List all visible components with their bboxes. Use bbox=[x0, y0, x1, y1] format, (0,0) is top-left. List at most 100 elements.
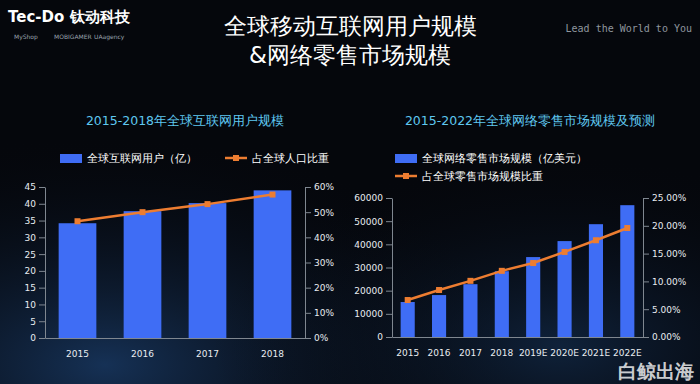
tick: 50000 bbox=[354, 217, 392, 227]
tick-label: 40% bbox=[314, 233, 334, 243]
marker bbox=[530, 260, 536, 266]
tick-mark bbox=[39, 221, 45, 222]
tick: 0 bbox=[377, 332, 392, 342]
tick: 2018 bbox=[490, 337, 513, 358]
tick-mark bbox=[305, 288, 311, 289]
tick-label: 60% bbox=[314, 182, 334, 192]
tick-mark bbox=[595, 337, 596, 343]
watermark: 白鲸出海 bbox=[618, 360, 694, 382]
tick-mark bbox=[305, 187, 311, 188]
legend-swatch bbox=[60, 154, 82, 163]
marker bbox=[593, 237, 599, 243]
bar bbox=[124, 211, 162, 338]
tick-mark bbox=[386, 314, 392, 315]
tick-mark bbox=[386, 244, 392, 245]
marker bbox=[562, 249, 568, 255]
legend-marker bbox=[403, 173, 409, 179]
tick-label: 10000 bbox=[354, 309, 383, 319]
tick: 30% bbox=[305, 258, 334, 268]
tick-label: 15 bbox=[25, 283, 36, 293]
tick: 0 bbox=[30, 333, 45, 343]
bar bbox=[526, 257, 540, 337]
tick: 2018 bbox=[261, 338, 284, 359]
tick-mark bbox=[39, 304, 45, 305]
tick-mark bbox=[627, 337, 628, 343]
bar bbox=[620, 205, 634, 337]
chart-root: Tec-Do 钛动科技MyShopMOBIGAMERUAagency全球移动互联… bbox=[0, 0, 700, 384]
tick-mark bbox=[39, 271, 45, 272]
tick-label: 0 bbox=[377, 332, 383, 342]
tick-label: 2019E bbox=[519, 348, 548, 358]
tick-label: 5 bbox=[30, 317, 36, 327]
tick-label: 2015 bbox=[66, 349, 89, 359]
line bbox=[78, 195, 273, 222]
tick-label: 10% bbox=[314, 308, 334, 318]
bar bbox=[401, 302, 415, 337]
tick: 20.00% bbox=[643, 221, 687, 231]
marker bbox=[499, 268, 505, 274]
tick: 10.00% bbox=[643, 277, 687, 287]
tick-label: 20.00% bbox=[652, 221, 687, 231]
marker bbox=[467, 278, 473, 284]
tick-mark bbox=[643, 226, 649, 227]
tick-label: 10.00% bbox=[652, 277, 687, 287]
tick: 20 bbox=[25, 266, 45, 276]
tick: 2015 bbox=[66, 338, 89, 359]
legend-item: 全球互联网用户（亿） bbox=[60, 152, 197, 164]
legend-label: 全球互联网用户（亿） bbox=[87, 152, 197, 164]
tick: 45 bbox=[25, 182, 45, 192]
tick: 20% bbox=[305, 283, 334, 293]
tick-label: 2021E bbox=[582, 348, 611, 358]
legend-item: 占全球零售市场规模比重 bbox=[395, 170, 543, 182]
tick-label: 50% bbox=[314, 208, 334, 218]
tick: 10 bbox=[25, 300, 45, 310]
tick: 20000 bbox=[354, 286, 392, 296]
tick-label: 2017 bbox=[196, 349, 219, 359]
tick-mark bbox=[77, 338, 78, 344]
tick: 50% bbox=[305, 208, 334, 218]
tick-mark bbox=[533, 337, 534, 343]
tick-label: 35 bbox=[25, 216, 36, 226]
tick-label: 2016 bbox=[131, 349, 154, 359]
tick-mark bbox=[386, 291, 392, 292]
bar bbox=[59, 223, 97, 338]
tick-mark bbox=[386, 337, 392, 338]
plot-area bbox=[59, 190, 292, 338]
tick-mark bbox=[305, 313, 311, 314]
tick: 40 bbox=[25, 199, 45, 209]
tick: 25.00% bbox=[643, 193, 687, 203]
legend-item: 全球网络零售市场规模（亿美元） bbox=[395, 152, 587, 164]
chart: 2015-2022年全球网络零售市场规模及预测20152016201720182… bbox=[354, 113, 686, 358]
marker bbox=[624, 225, 630, 231]
legend-item: 占全球人口比重 bbox=[225, 152, 329, 164]
tick-mark bbox=[470, 337, 471, 343]
tick-mark bbox=[643, 281, 649, 282]
axis-line bbox=[643, 199, 644, 338]
slogan: Lead the World to You bbox=[566, 23, 692, 34]
tick-mark bbox=[39, 237, 45, 238]
tick-label: 2018 bbox=[490, 348, 513, 358]
tick-mark bbox=[643, 309, 649, 310]
axis-line bbox=[45, 188, 46, 339]
tick: 15.00% bbox=[643, 249, 687, 259]
tick-label: 60000 bbox=[354, 193, 383, 203]
tick-mark bbox=[207, 338, 208, 344]
marker bbox=[405, 297, 411, 303]
tick-mark bbox=[142, 338, 143, 344]
tick: 5.00% bbox=[643, 305, 681, 315]
chart-title: 2015-2022年全球网络零售市场规模及预测 bbox=[405, 113, 655, 128]
chart: 2015-2018年全球互联网用户规模201520162017201805101… bbox=[25, 113, 335, 359]
tick-label: 2020E bbox=[550, 348, 579, 358]
legend-marker bbox=[233, 155, 239, 161]
tick-label: 25 bbox=[25, 249, 36, 259]
y2-axis: 0.00%5.00%10.00%15.00%20.00%25.00% bbox=[643, 193, 687, 342]
tick: 30000 bbox=[354, 263, 392, 273]
tick-label: 30 bbox=[25, 233, 37, 243]
tick-label: 30% bbox=[314, 258, 334, 268]
tick-label: 50000 bbox=[354, 217, 383, 227]
page-title: 全球移动互联网用户规模 bbox=[224, 13, 477, 39]
line bbox=[408, 228, 628, 300]
tick: 2022E bbox=[613, 337, 642, 358]
tick-mark bbox=[407, 337, 408, 343]
marker bbox=[75, 218, 81, 224]
